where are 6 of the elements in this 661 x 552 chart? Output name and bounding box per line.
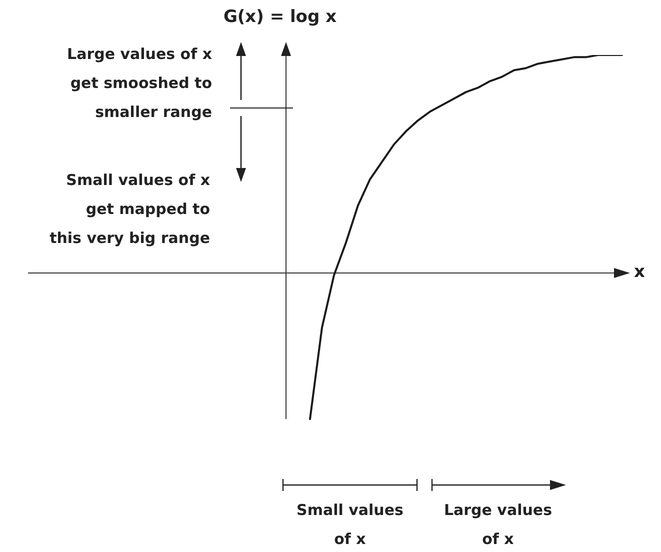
text: Large values of x get smooshed to smaller range [67,44,212,123]
chart-title: G(x) = log x [222,6,338,29]
text: Large values of x [442,500,554,550]
text: Small values of x [296,500,404,550]
x-axis-title: x [634,261,645,284]
text: Small values of x get mapped to this very big range [50,170,210,249]
